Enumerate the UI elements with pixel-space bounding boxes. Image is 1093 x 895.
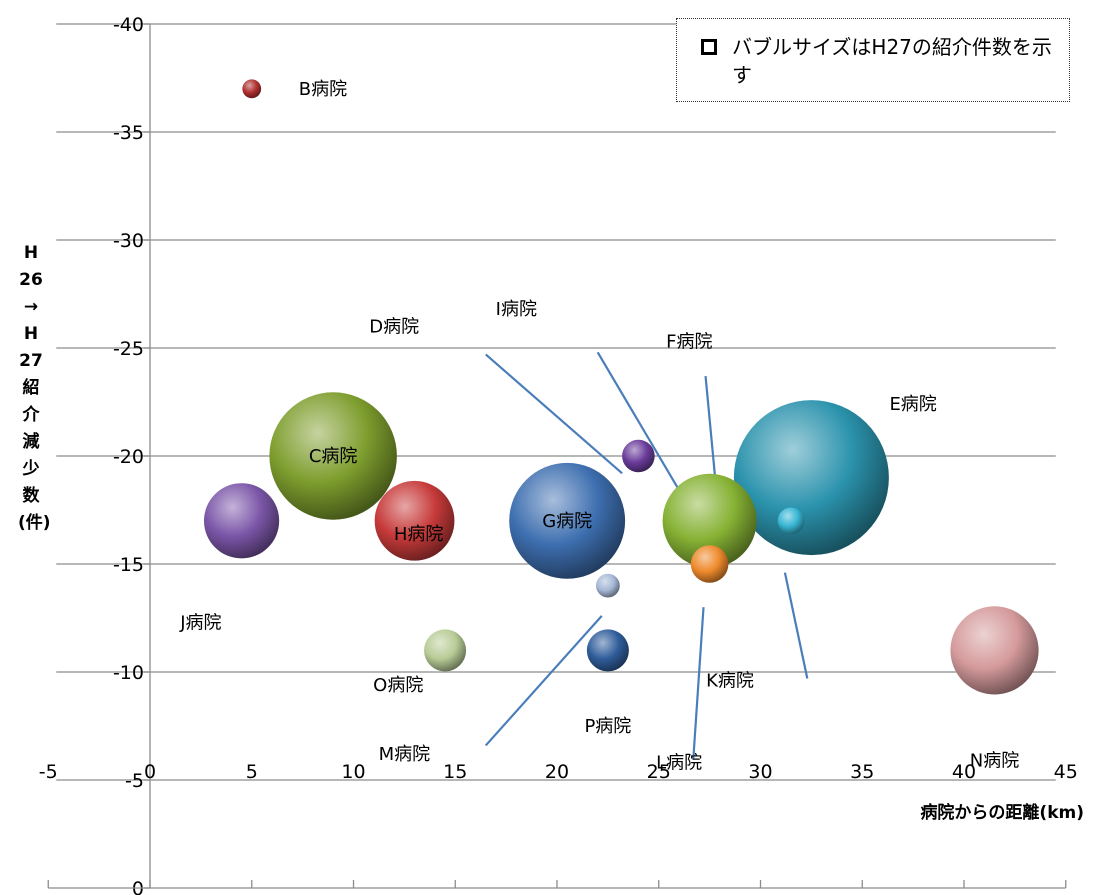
x-tick-label: 30 xyxy=(748,761,772,783)
bubble-label: B病院 xyxy=(299,79,347,100)
x-tick-label: -5 xyxy=(39,761,58,783)
y-tick-label: -40 xyxy=(113,14,144,36)
bubble-D病院 xyxy=(622,439,655,473)
bubble-P病院 xyxy=(595,573,620,598)
x-tick-label: 5 xyxy=(246,761,258,783)
bubble-label: D病院 xyxy=(369,316,419,337)
x-tick-label: 10 xyxy=(341,761,365,783)
bubble-B病院 xyxy=(242,79,262,99)
bubble-label: O病院 xyxy=(373,675,423,696)
bubble-label: M病院 xyxy=(379,744,431,765)
legend-marker-icon xyxy=(701,39,717,55)
y-tick-label: -5 xyxy=(125,770,144,792)
bubble-K病院 xyxy=(777,507,805,535)
bubble-label: I病院 xyxy=(496,299,537,320)
bubble-label: K病院 xyxy=(706,671,754,692)
legend-text: バブルサイズはH27の紹介件数を示す xyxy=(732,35,1052,87)
bubble-label: J病院 xyxy=(179,612,221,633)
leader-line xyxy=(485,353,623,475)
x-tick-label: 15 xyxy=(443,761,467,783)
bubble-C病院 xyxy=(269,392,397,520)
y-tick-label: -15 xyxy=(113,554,144,576)
bubble-G病院 xyxy=(509,462,626,579)
bubble-label: G病院 xyxy=(542,511,592,532)
y-tick-label: -30 xyxy=(113,230,144,252)
x-tick-label: 45 xyxy=(1054,761,1078,783)
bubble-label: F病院 xyxy=(666,332,712,353)
bubble-label: E病院 xyxy=(889,394,936,415)
bubble-E病院 xyxy=(733,400,889,556)
bubble-O病院 xyxy=(424,629,467,672)
y-tick-label: -35 xyxy=(113,122,144,144)
bubble-M病院 xyxy=(586,629,629,672)
y-tick-label: 0 xyxy=(132,878,144,895)
bubble-F病院 xyxy=(690,545,729,583)
x-tick-label: 20 xyxy=(545,761,569,783)
bubble-label: C病院 xyxy=(309,446,358,467)
bubble-label: L病院 xyxy=(656,753,702,774)
x-axis-title: 病院からの距離(km) xyxy=(920,802,1084,823)
y-axis-title: H26→H27紹介減少数(件) xyxy=(18,243,51,533)
y-tick-label: -10 xyxy=(113,662,144,684)
bubble-J病院 xyxy=(203,483,280,559)
bubble-label: P病院 xyxy=(584,716,631,737)
bubble-I病院 xyxy=(662,473,757,568)
x-tick-label: 40 xyxy=(952,761,976,783)
leader-line xyxy=(692,607,705,759)
leader-line xyxy=(484,615,603,747)
y-tick-label: -25 xyxy=(113,338,144,360)
bubble-N病院 xyxy=(950,606,1039,695)
y-tick-label: -20 xyxy=(113,446,144,468)
bubble-H病院 xyxy=(374,480,455,561)
bubble-label: H病院 xyxy=(394,524,444,545)
leader-line xyxy=(783,572,809,679)
x-tick-label: 35 xyxy=(850,761,874,783)
x-tick-label: 0 xyxy=(144,761,156,783)
legend: バブルサイズはH27の紹介件数を示す xyxy=(676,18,1070,102)
x-tick-label: 25 xyxy=(647,761,671,783)
bubble-label: N病院 xyxy=(970,751,1019,772)
